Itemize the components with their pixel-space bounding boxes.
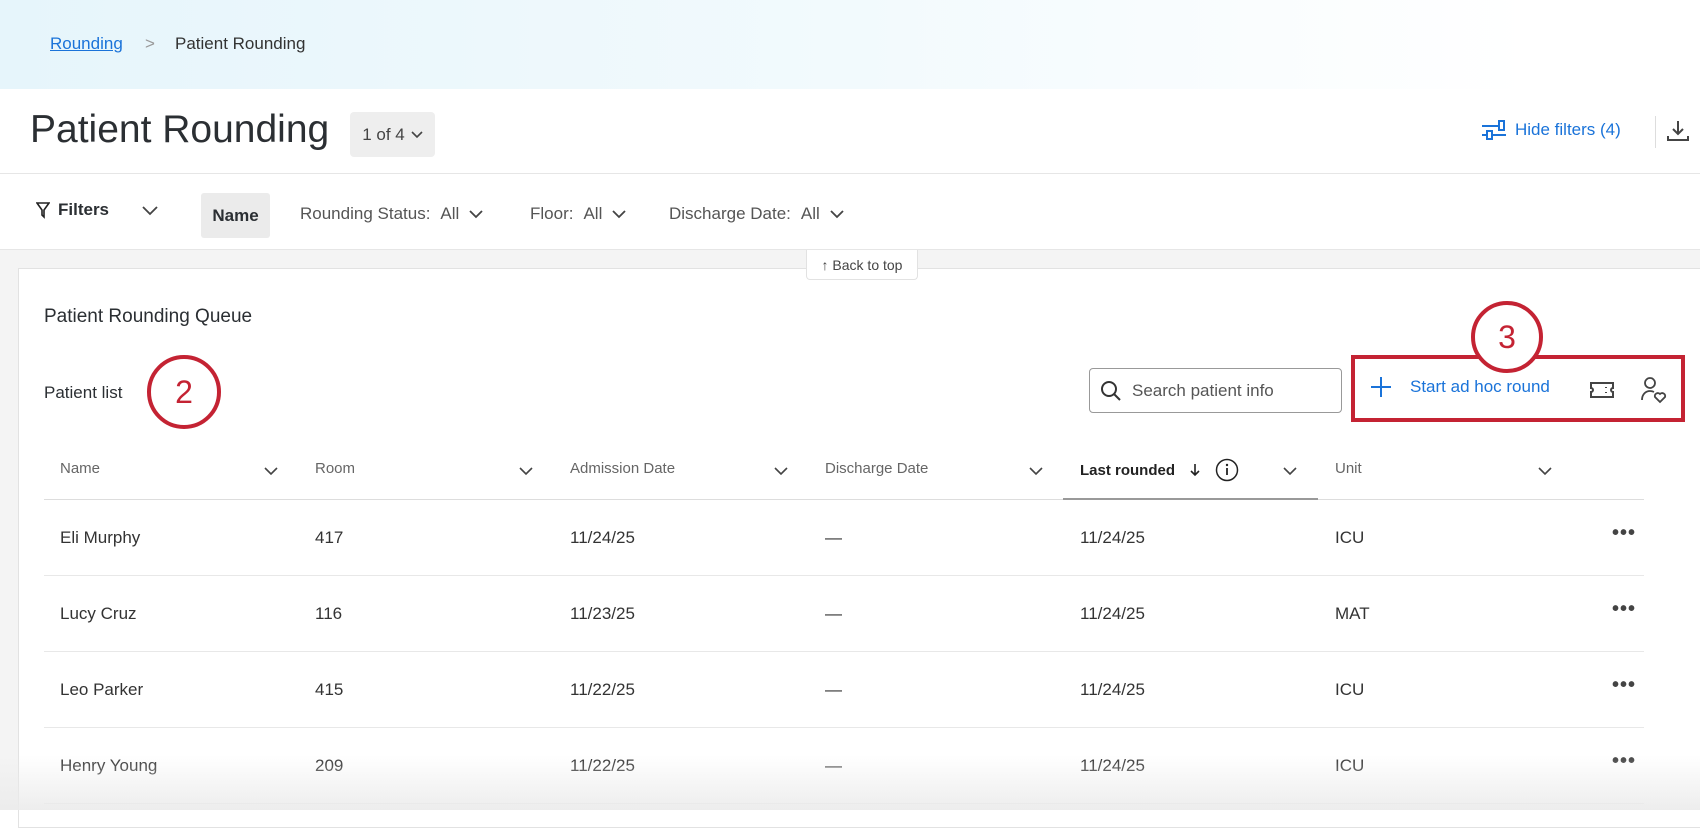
cell-discharge-date: — (825, 680, 842, 699)
filter-label: Floor: (530, 204, 574, 223)
column-header-last-rounded[interactable]: Last rounded (1080, 458, 1239, 482)
patient-list-label: Patient list (44, 383, 123, 402)
column-menu-name[interactable] (264, 463, 278, 481)
filters-expand-button[interactable] (142, 203, 158, 221)
ticket-icon (1590, 382, 1614, 398)
column-header-admission-date[interactable]: Admission Date (570, 460, 676, 477)
back-to-top-button[interactable]: ↑ Back to top (806, 250, 918, 280)
filter-label: Rounding Status: (300, 204, 431, 223)
download-icon (1667, 121, 1689, 141)
table-row[interactable]: Leo Parker 415 11/22/25 — 11/24/25 ICU ••• (44, 652, 1644, 728)
name-filter-chip[interactable]: Name (201, 193, 270, 238)
chevron-down-icon (142, 206, 158, 216)
cell-name: Eli Murphy (60, 528, 141, 547)
chevron-down-icon (1029, 467, 1043, 476)
table-row[interactable]: Lucy Cruz 116 11/23/25 — 11/24/25 MAT ••• (44, 576, 1644, 652)
cell-admission-date: 11/24/25 (570, 528, 635, 547)
chevron-down-icon (1538, 467, 1552, 476)
queue-card (18, 268, 1700, 828)
chevron-down-icon (264, 467, 278, 476)
cell-room: 116 (315, 604, 343, 623)
sort-descending-icon (1190, 464, 1200, 477)
column-label: Last rounded (1080, 461, 1176, 479)
start-ad-hoc-round-button[interactable]: Start ad hoc round (1370, 376, 1550, 398)
filter-value: All (440, 204, 460, 223)
chevron-down-icon (830, 209, 844, 218)
breadcrumb-rounding-link[interactable]: Rounding (50, 34, 123, 53)
filters-toggle[interactable]: Filters (36, 200, 109, 220)
breadcrumb-current: Patient Rounding (175, 34, 306, 53)
cell-last-rounded: 11/24/25 (1080, 604, 1145, 623)
page-indicator: 1 of 4 (362, 124, 405, 144)
cell-room: 417 (315, 528, 344, 547)
cell-unit: ICU (1335, 528, 1365, 547)
start-round-label: Start ad hoc round (1410, 377, 1550, 396)
search-icon (1101, 380, 1121, 401)
cell-admission-date: 11/23/25 (570, 604, 635, 623)
chevron-down-icon (411, 130, 423, 138)
column-menu-admission-date[interactable] (774, 463, 788, 481)
annotation-step-3: 3 (1471, 301, 1543, 373)
cell-name: Leo Parker (60, 680, 144, 699)
floor-filter[interactable]: Floor: All (530, 204, 627, 224)
table-row[interactable]: Eli Murphy 417 11/24/25 — 11/24/25 ICU ••• (44, 500, 1644, 576)
cell-name: Lucy Cruz (60, 604, 137, 623)
plus-icon (1371, 377, 1391, 397)
cell-discharge-date: — (825, 604, 842, 623)
breadcrumb-banner (0, 0, 1700, 89)
annotation-step-2: 2 (147, 355, 221, 429)
row-more-options-icon[interactable]: ••• (1612, 598, 1637, 620)
row-more-options-icon[interactable]: ••• (1612, 522, 1637, 544)
filter-icon (36, 202, 50, 219)
column-header-room[interactable]: Room (315, 460, 356, 477)
column-menu-discharge-date[interactable] (1029, 463, 1043, 481)
row-more-options-icon[interactable]: ••• (1612, 674, 1637, 696)
info-icon[interactable] (1215, 458, 1239, 482)
header-divider (0, 173, 1700, 174)
search-box[interactable] (1089, 368, 1342, 413)
person-heart-icon (1641, 377, 1667, 404)
chevron-down-icon (612, 209, 627, 218)
ticket-button[interactable] (1589, 380, 1615, 405)
column-menu-last-rounded[interactable] (1283, 463, 1297, 481)
sorted-column-indicator (1063, 498, 1318, 500)
cell-unit: ICU (1335, 680, 1365, 699)
discharge-date-filter[interactable]: Discharge Date: All (669, 204, 844, 224)
page-title: Patient Rounding (30, 108, 330, 151)
sliders-icon (1482, 120, 1506, 140)
chevron-down-icon (519, 467, 533, 476)
queue-title: Patient Rounding Queue (44, 306, 253, 327)
chevron-down-icon (1283, 467, 1297, 476)
page-selector-dropdown[interactable]: 1 of 4 (350, 112, 435, 157)
cell-discharge-date: — (825, 528, 842, 547)
column-menu-room[interactable] (519, 463, 533, 481)
cell-last-rounded: 11/24/25 (1080, 528, 1145, 547)
cell-last-rounded: 11/24/25 (1080, 680, 1145, 699)
divider (1655, 116, 1656, 148)
filter-label: Discharge Date: (669, 204, 791, 223)
chevron-down-icon (469, 209, 483, 218)
column-menu-unit[interactable] (1538, 463, 1552, 481)
filter-value: All (800, 204, 820, 223)
hide-filters-label: Hide filters (4) (1515, 120, 1621, 139)
patient-care-button[interactable] (1640, 376, 1668, 409)
column-header-unit[interactable]: Unit (1335, 460, 1362, 477)
cell-unit: MAT (1335, 604, 1370, 623)
scroll-fade (0, 755, 1700, 810)
download-button[interactable] (1665, 118, 1691, 149)
filters-label: Filters (58, 200, 110, 219)
hide-filters-button[interactable]: Hide filters (4) (1481, 119, 1621, 141)
search-input[interactable] (1132, 380, 1322, 401)
chevron-down-icon (774, 467, 788, 476)
breadcrumb-separator: > (145, 34, 155, 53)
column-header-discharge-date[interactable]: Discharge Date (825, 460, 929, 477)
column-header-name[interactable]: Name (60, 460, 101, 477)
table-header-divider (44, 499, 1644, 500)
cell-admission-date: 11/22/25 (570, 680, 635, 699)
filter-value: All (583, 204, 603, 223)
rounding-status-filter[interactable]: Rounding Status: All (300, 204, 483, 224)
cell-room: 415 (315, 680, 344, 699)
